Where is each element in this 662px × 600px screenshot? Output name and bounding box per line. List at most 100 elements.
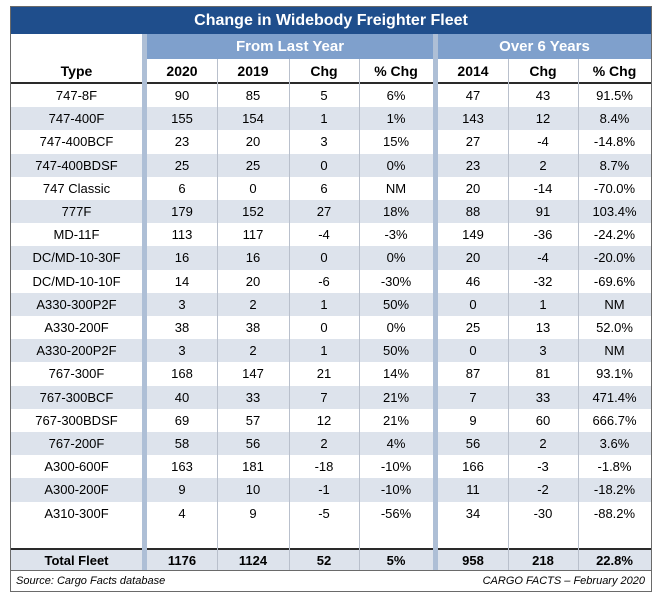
cell-2014: 0: [469, 343, 477, 359]
cell-type: 767-300BCF: [39, 389, 114, 405]
cell-type: A310-300F: [44, 505, 109, 521]
cell-chg-6yr: 12: [535, 111, 551, 127]
cell-2019: 2: [249, 296, 257, 312]
cell-2014: 143: [462, 111, 484, 127]
cell-chg-6yr: -30: [533, 505, 553, 521]
table-row: 747-400F 155 154 1 1% 143 12 8.4%: [11, 107, 651, 131]
column-header-type: Type: [60, 62, 93, 79]
cell-2019: 33: [245, 389, 261, 405]
total-cell-2020: 1176: [167, 552, 197, 568]
cell-type: 747-400BDSF: [35, 157, 118, 173]
cell-2014: 149: [462, 227, 484, 243]
cell-pct-chg-6yr: -88.2%: [593, 505, 636, 521]
cell-type: DC/MD-10-30F: [32, 250, 121, 266]
cell-type: DC/MD-10-10F: [32, 273, 121, 289]
cell-pct-chg: NM: [385, 180, 407, 196]
cell-chg-6yr: 33: [535, 389, 551, 405]
cell-2014: 34: [465, 505, 481, 521]
table-footer: Source: Cargo Facts database CARGO FACTS…: [11, 570, 651, 591]
table-row: DC/MD-10-10F 14 20 -6 -30% 46 -32 -69.6%: [11, 269, 651, 293]
cell-2019: 57: [245, 412, 261, 428]
cell-2014: 27: [465, 134, 481, 150]
cell-pct-chg-6yr: -1.8%: [597, 459, 632, 475]
table-row: 747 Classic 6 0 6 NM 20 -14 -70.0%: [11, 176, 651, 200]
cell-type: A330-200P2F: [36, 343, 117, 359]
cell-chg-6yr: -14: [533, 180, 553, 196]
table-row: 767-300BDSF 69 57 12 21% 9 60 666.7%: [11, 408, 651, 432]
cell-2019: 147: [242, 366, 264, 382]
cell-chg: 21: [316, 366, 332, 382]
cell-chg: 2: [320, 436, 328, 452]
column-header-2020: 2020: [166, 62, 198, 79]
cell-chg-6yr: -36: [533, 227, 553, 243]
cell-pct-chg: 0%: [386, 157, 406, 173]
table-row: 767-300F 168 147 21 14% 87 81 93.1%: [11, 362, 651, 386]
cell-chg: 1: [320, 111, 328, 127]
cell-chg-6yr: 43: [535, 88, 551, 104]
cell-2019: 20: [245, 134, 261, 150]
table-row: 767-200F 58 56 2 4% 56 2 3.6%: [11, 432, 651, 456]
column-divider: [359, 59, 360, 570]
cell-2019: 117: [242, 227, 264, 243]
cell-pct-chg-6yr: NM: [604, 296, 625, 312]
cell-chg: 0: [320, 250, 328, 266]
cell-2020: 58: [174, 436, 190, 452]
cell-pct-chg-6yr: 93.1%: [596, 366, 633, 382]
cell-pct-chg-6yr: 91.5%: [596, 88, 633, 104]
cell-pct-chg: 1%: [386, 111, 406, 127]
cell-pct-chg-6yr: 666.7%: [592, 412, 637, 428]
cell-chg-6yr: 1: [539, 296, 547, 312]
cell-pct-chg: 21%: [382, 389, 410, 405]
column-header-row: Type 2020 2019 Chg % Chg 2014 Chg % Chg: [11, 59, 651, 84]
cell-2019: 9: [249, 505, 257, 521]
cell-chg-6yr: 3: [539, 343, 547, 359]
table-row: 777F 179 152 27 18% 88 91 103.4%: [11, 200, 651, 224]
cell-2020: 90: [174, 88, 190, 104]
cell-2020: 179: [171, 204, 193, 220]
group-header-row: From Last Year Over 6 Years: [11, 34, 651, 59]
cell-2014: 56: [465, 436, 481, 452]
cell-pct-chg-6yr: -24.2%: [593, 227, 636, 243]
total-row: Total Fleet 1176 1124 52 5% 958 218 22.8%: [11, 548, 651, 570]
cell-pct-chg: -3%: [384, 227, 408, 243]
cell-chg: -1: [318, 482, 330, 498]
table-row: A300-200F 9 10 -1 -10% 11 -2 -18.2%: [11, 478, 651, 502]
cell-2014: 25: [465, 320, 481, 336]
cell-type: MD-11F: [53, 227, 100, 243]
cell-type: A330-300P2F: [36, 296, 117, 312]
cell-2020: 69: [174, 412, 190, 428]
cell-pct-chg: -30%: [380, 273, 412, 289]
cell-2020: 163: [171, 459, 193, 475]
cell-chg-6yr: -32: [533, 273, 553, 289]
cell-2019: 16: [245, 250, 261, 266]
cell-2019: 85: [245, 88, 261, 104]
column-header-pct-chg: % Chg: [374, 62, 418, 79]
cell-chg: -4: [318, 227, 330, 243]
cell-2019: 25: [245, 157, 261, 173]
table-row: A330-200F 38 38 0 0% 25 13 52.0%: [11, 316, 651, 340]
cell-2014: 23: [465, 157, 481, 173]
cell-chg: 0: [320, 157, 328, 173]
table-row: 747-400BCF 23 20 3 15% 27 -4 -14.8%: [11, 130, 651, 154]
total-cell-type: Total Fleet: [44, 552, 109, 568]
column-divider: [578, 59, 579, 570]
cell-pct-chg-6yr: -20.0%: [593, 250, 636, 266]
cell-pct-chg: 18%: [382, 204, 410, 220]
cell-pct-chg-6yr: 103.4%: [592, 204, 637, 220]
cell-2020: 155: [171, 111, 193, 127]
cell-chg: 7: [320, 389, 328, 405]
group-over-6-years: Over 6 Years: [438, 34, 651, 59]
cell-2020: 38: [174, 320, 190, 336]
cell-2020: 113: [171, 227, 193, 243]
cell-type: A330-200F: [44, 320, 109, 336]
cell-2014: 47: [465, 88, 481, 104]
cell-2019: 0: [249, 180, 257, 196]
cell-chg: 6: [320, 180, 328, 196]
cell-chg: 1: [320, 296, 328, 312]
cell-2020: 23: [174, 134, 190, 150]
table-row: A330-300P2F 3 2 1 50% 0 1 NM: [11, 292, 651, 316]
cell-2020: 16: [174, 250, 190, 266]
cell-pct-chg-6yr: 52.0%: [596, 320, 633, 336]
cell-2014: 88: [465, 204, 481, 220]
cell-2019: 20: [245, 273, 261, 289]
